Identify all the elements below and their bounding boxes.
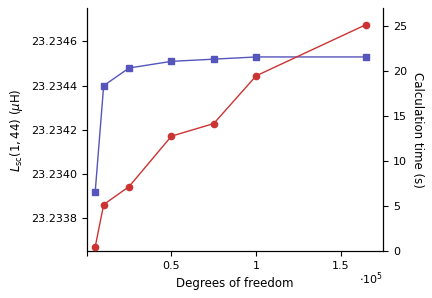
Y-axis label: $L_{\mathrm{sc}}(1,44)$ ($\mu$H): $L_{\mathrm{sc}}(1,44)$ ($\mu$H) <box>8 88 25 172</box>
X-axis label: Degrees of freedom: Degrees of freedom <box>176 277 294 290</box>
Y-axis label: Calculation time (s): Calculation time (s) <box>411 72 424 188</box>
Text: $\cdot10^5$: $\cdot10^5$ <box>359 271 383 288</box>
